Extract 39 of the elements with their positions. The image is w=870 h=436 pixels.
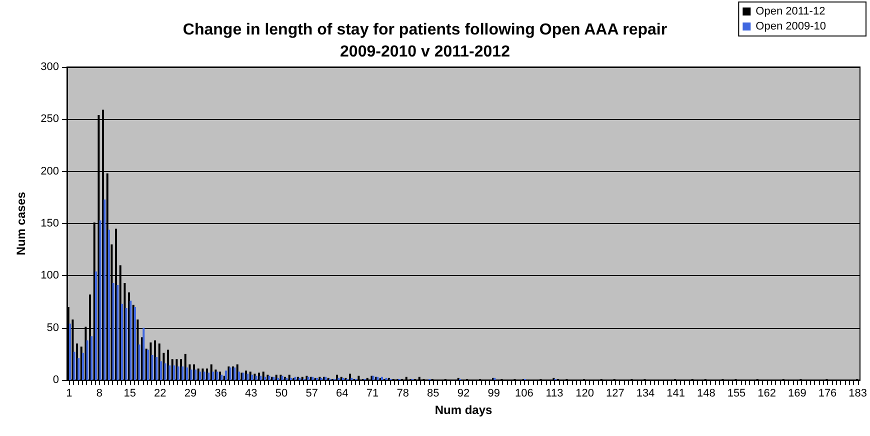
x-tick-label: 8 [96, 388, 103, 400]
x-tick-label: 57 [306, 388, 318, 400]
x-tick-label: 64 [336, 388, 348, 400]
x-tick-label: 15 [124, 388, 136, 400]
y-tick-label: 0 [52, 374, 59, 386]
x-tick-label: 183 [848, 388, 868, 400]
x-tick-label: 127 [606, 388, 624, 400]
x-tick-label: 134 [636, 388, 655, 400]
y-axis-title: Num cases [14, 191, 28, 256]
x-tick-label: 36 [214, 388, 227, 400]
y-tick-label: 150 [40, 218, 59, 230]
y-tick-label: 50 [46, 322, 59, 334]
x-tick-label: 113 [546, 388, 564, 400]
y-tick-label: 100 [40, 270, 59, 282]
x-tick-label: 169 [788, 388, 806, 400]
x-tick-label: 50 [275, 388, 288, 400]
chart-title: Change in length of stay for patients following Open AAA repair 2009-2010 v 2011-2012 [182, 22, 668, 60]
x-tick-label: 106 [514, 388, 534, 400]
x-tick-label: 22 [154, 388, 166, 400]
x-tick-label: 92 [457, 388, 470, 400]
x-tick-label: 176 [818, 388, 837, 400]
y-tick-label: 300 [40, 61, 59, 73]
y-tick-label: 200 [40, 165, 59, 178]
x-tick-label: 99 [488, 388, 500, 400]
x-tick-label: 78 [396, 388, 409, 400]
x-tick-label: 43 [245, 388, 258, 400]
x-tick-label: 71 [366, 388, 379, 400]
x-tick-label: 141 [666, 388, 686, 400]
legend-label: Open 2011-12 [756, 6, 826, 18]
y-tick-label: 250 [40, 113, 59, 126]
x-tick-label: 148 [696, 388, 716, 400]
x-tick-label: 29 [184, 388, 197, 400]
x-tick-label: 120 [576, 388, 594, 400]
x-tick-label: 162 [758, 388, 776, 400]
x-tick-label: 1 [66, 388, 72, 400]
x-axis-title: Num days [434, 403, 492, 417]
x-tick-label: 85 [427, 388, 440, 400]
x-tick-label: 155 [727, 388, 746, 400]
legend-label: Open 2009-10 [756, 20, 826, 32]
